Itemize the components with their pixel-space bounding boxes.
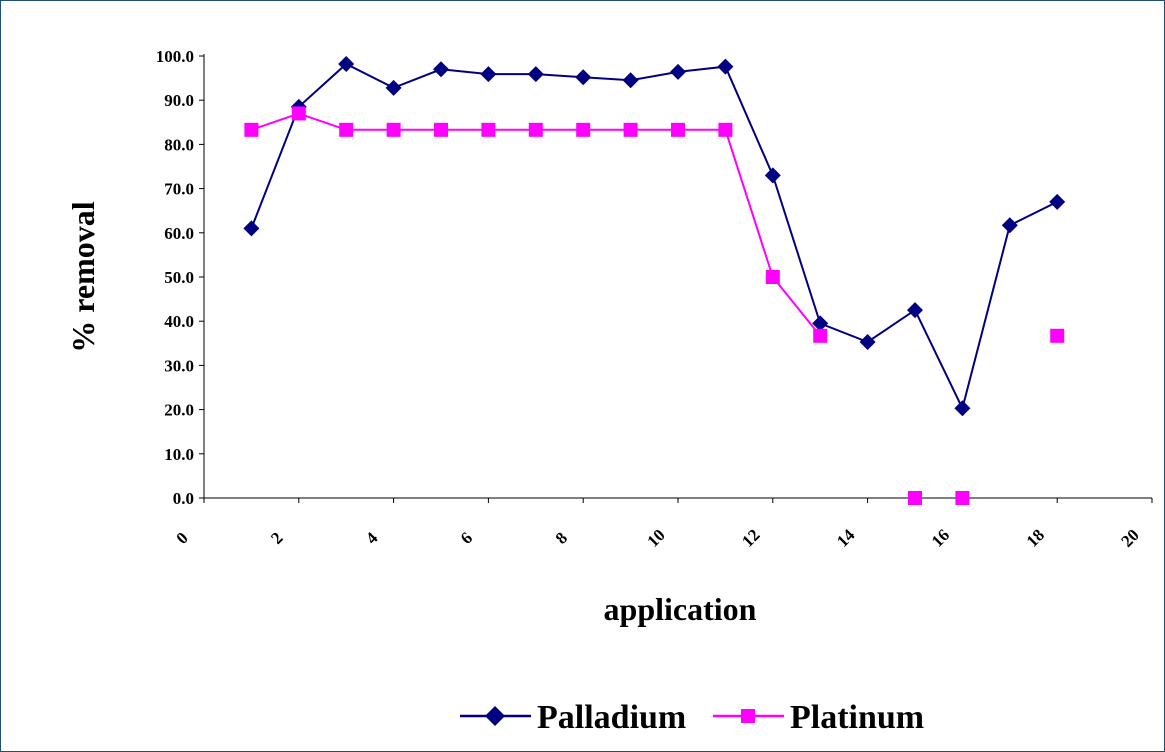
y-tick-label: 50.0 <box>164 268 194 287</box>
axes-group <box>199 54 1153 503</box>
data-point-platinum <box>528 122 543 137</box>
data-point-palladium <box>954 400 971 417</box>
y-tick-label: 30.0 <box>164 356 194 375</box>
legend-label-palladium: Palladium <box>537 699 686 736</box>
y-tick-label: 40.0 <box>164 312 194 331</box>
y-tick-label: 60.0 <box>164 224 194 243</box>
data-point-palladium <box>670 63 686 80</box>
y-tick-label: 100.0 <box>156 47 194 66</box>
data-point-platinum <box>434 122 448 137</box>
y-tick-label: 80.0 <box>164 135 194 154</box>
data-point-palladium <box>764 167 781 184</box>
data-point-platinum <box>386 122 401 137</box>
data-point-palladium <box>385 79 402 96</box>
y-tick-labels: 0.0 10.0 20.0 30.0 40.0 50.0 60.0 70.0 80.0 90.0 1… <box>156 47 194 508</box>
data-point-palladium <box>622 72 639 89</box>
y-tick-label: 10.0 <box>164 445 194 464</box>
data-point-palladium <box>907 302 923 319</box>
data-point-palladium <box>433 61 449 78</box>
series-layer <box>243 55 1066 505</box>
data-point-palladium <box>859 333 876 350</box>
data-point-platinum <box>1050 328 1065 343</box>
x-axis-title: application <box>604 591 757 627</box>
data-point-palladium <box>575 69 592 86</box>
y-tick-label: 70.0 <box>164 180 194 199</box>
data-point-palladium <box>717 58 734 75</box>
data-point-platinum <box>908 491 922 505</box>
data-point-palladium <box>1049 193 1066 210</box>
data-point-palladium <box>527 66 544 83</box>
data-point-platinum <box>765 270 780 284</box>
data-point-palladium <box>480 66 497 83</box>
data-point-palladium <box>243 220 260 237</box>
data-point-platinum <box>339 122 354 137</box>
legend-marker-platinum <box>741 709 755 723</box>
data-point-platinum <box>671 122 685 137</box>
data-point-platinum <box>623 122 638 137</box>
data-point-palladium <box>812 315 829 332</box>
legend-marker-palladium <box>485 706 505 726</box>
legend: Palladium Platinum <box>460 699 924 736</box>
data-point-platinum <box>718 122 733 137</box>
y-tick-label: 0.0 <box>173 489 194 508</box>
data-point-platinum <box>291 106 306 121</box>
y-axis-title: % removal <box>65 201 101 352</box>
data-point-palladium <box>1001 217 1018 234</box>
data-point-platinum <box>813 328 828 343</box>
data-point-platinum <box>955 491 970 505</box>
y-tick-label: 20.0 <box>164 401 194 420</box>
data-point-platinum <box>576 122 591 137</box>
data-point-platinum <box>481 122 496 137</box>
data-point-platinum <box>244 122 259 137</box>
y-tick-label: 90.0 <box>164 91 194 110</box>
data-point-palladium <box>338 55 355 72</box>
legend-label-platinum: Platinum <box>790 699 924 736</box>
series-line-palladium <box>250 62 1058 412</box>
